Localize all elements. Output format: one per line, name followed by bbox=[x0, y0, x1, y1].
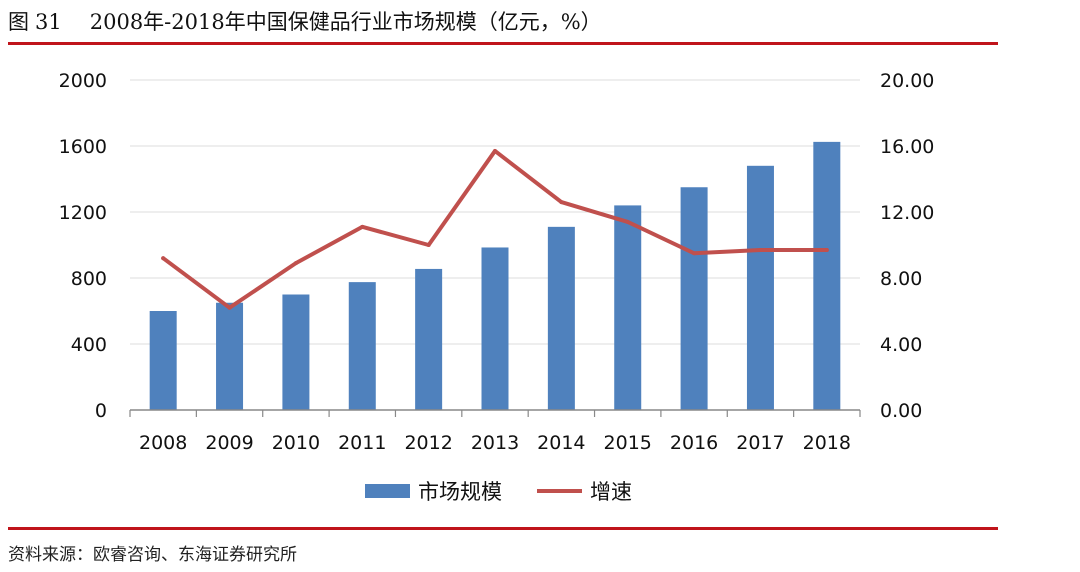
x-tick-label: 2011 bbox=[338, 432, 386, 454]
y-left-tick-label: 0 bbox=[95, 400, 107, 422]
growth-point-2014 bbox=[559, 200, 564, 205]
legend-label-line: 增速 bbox=[590, 480, 632, 504]
y-right-tick-label: 8.00 bbox=[880, 268, 922, 290]
legend-label-bar: 市场规模 bbox=[418, 480, 502, 504]
x-tick-label: 2009 bbox=[205, 432, 253, 454]
bar-2011 bbox=[348, 282, 376, 410]
figure-number: 31 bbox=[35, 10, 62, 34]
y-right-tick-label: 12.00 bbox=[880, 202, 934, 224]
growth-point-2009 bbox=[227, 305, 232, 310]
y-right-tick-label: 20.00 bbox=[880, 70, 934, 92]
y-right-tick-label: 16.00 bbox=[880, 136, 934, 158]
growth-point-2013 bbox=[493, 148, 497, 153]
source-note: 资料来源：欧睿咨询、东海证券研究所 bbox=[8, 545, 297, 565]
x-tick-label: 2014 bbox=[537, 432, 585, 454]
growth-point-2015 bbox=[625, 219, 630, 224]
y-right-tick-label: 4.00 bbox=[880, 334, 922, 356]
growth-point-2017 bbox=[758, 247, 763, 252]
x-tick-label: 2018 bbox=[803, 432, 851, 454]
growth-point-2012 bbox=[426, 243, 431, 247]
y-left-tick-label: 800 bbox=[71, 268, 107, 290]
x-tick-label: 2015 bbox=[604, 432, 652, 454]
y-left-tick-label: 1200 bbox=[59, 202, 107, 224]
x-tick-label: 2010 bbox=[272, 432, 320, 454]
bar-2012 bbox=[415, 268, 443, 410]
figure-title: 图 31 2008年-2018年中国保健品行业市场规模（亿元，%） bbox=[8, 6, 602, 36]
growth-point-2018 bbox=[824, 247, 829, 252]
bar-2008 bbox=[149, 311, 177, 410]
y-left-tick-label: 400 bbox=[71, 334, 107, 356]
x-tick-label: 2013 bbox=[471, 432, 519, 454]
y-left-tick-label: 1600 bbox=[59, 136, 107, 158]
bar-2009 bbox=[216, 302, 244, 410]
y-right-tick-label: 0.00 bbox=[880, 400, 922, 422]
bar-2010 bbox=[282, 294, 310, 410]
x-tick-label: 2017 bbox=[736, 432, 784, 454]
figure-label: 图 bbox=[8, 10, 29, 34]
legend-swatch-bar bbox=[365, 484, 410, 498]
figure-title-text: 2008年-2018年中国保健品行业市场规模（亿元，%） bbox=[89, 10, 602, 34]
growth-point-2011 bbox=[360, 224, 365, 229]
bar-2018 bbox=[813, 141, 841, 410]
x-tick-label: 2016 bbox=[670, 432, 718, 454]
y-left-tick-label: 2000 bbox=[59, 70, 107, 92]
growth-point-2008 bbox=[161, 256, 166, 261]
growth-point-2016 bbox=[692, 251, 697, 256]
bar-2017 bbox=[746, 165, 774, 410]
x-tick-label: 2012 bbox=[404, 432, 452, 454]
bar-2015 bbox=[614, 205, 642, 410]
top-rule bbox=[8, 42, 998, 45]
bottom-rule bbox=[8, 527, 998, 530]
bar-2014 bbox=[547, 226, 575, 410]
x-tick-label: 2008 bbox=[139, 432, 187, 454]
bar-2013 bbox=[481, 247, 509, 410]
bar-2016 bbox=[680, 187, 708, 410]
growth-point-2010 bbox=[293, 261, 298, 266]
